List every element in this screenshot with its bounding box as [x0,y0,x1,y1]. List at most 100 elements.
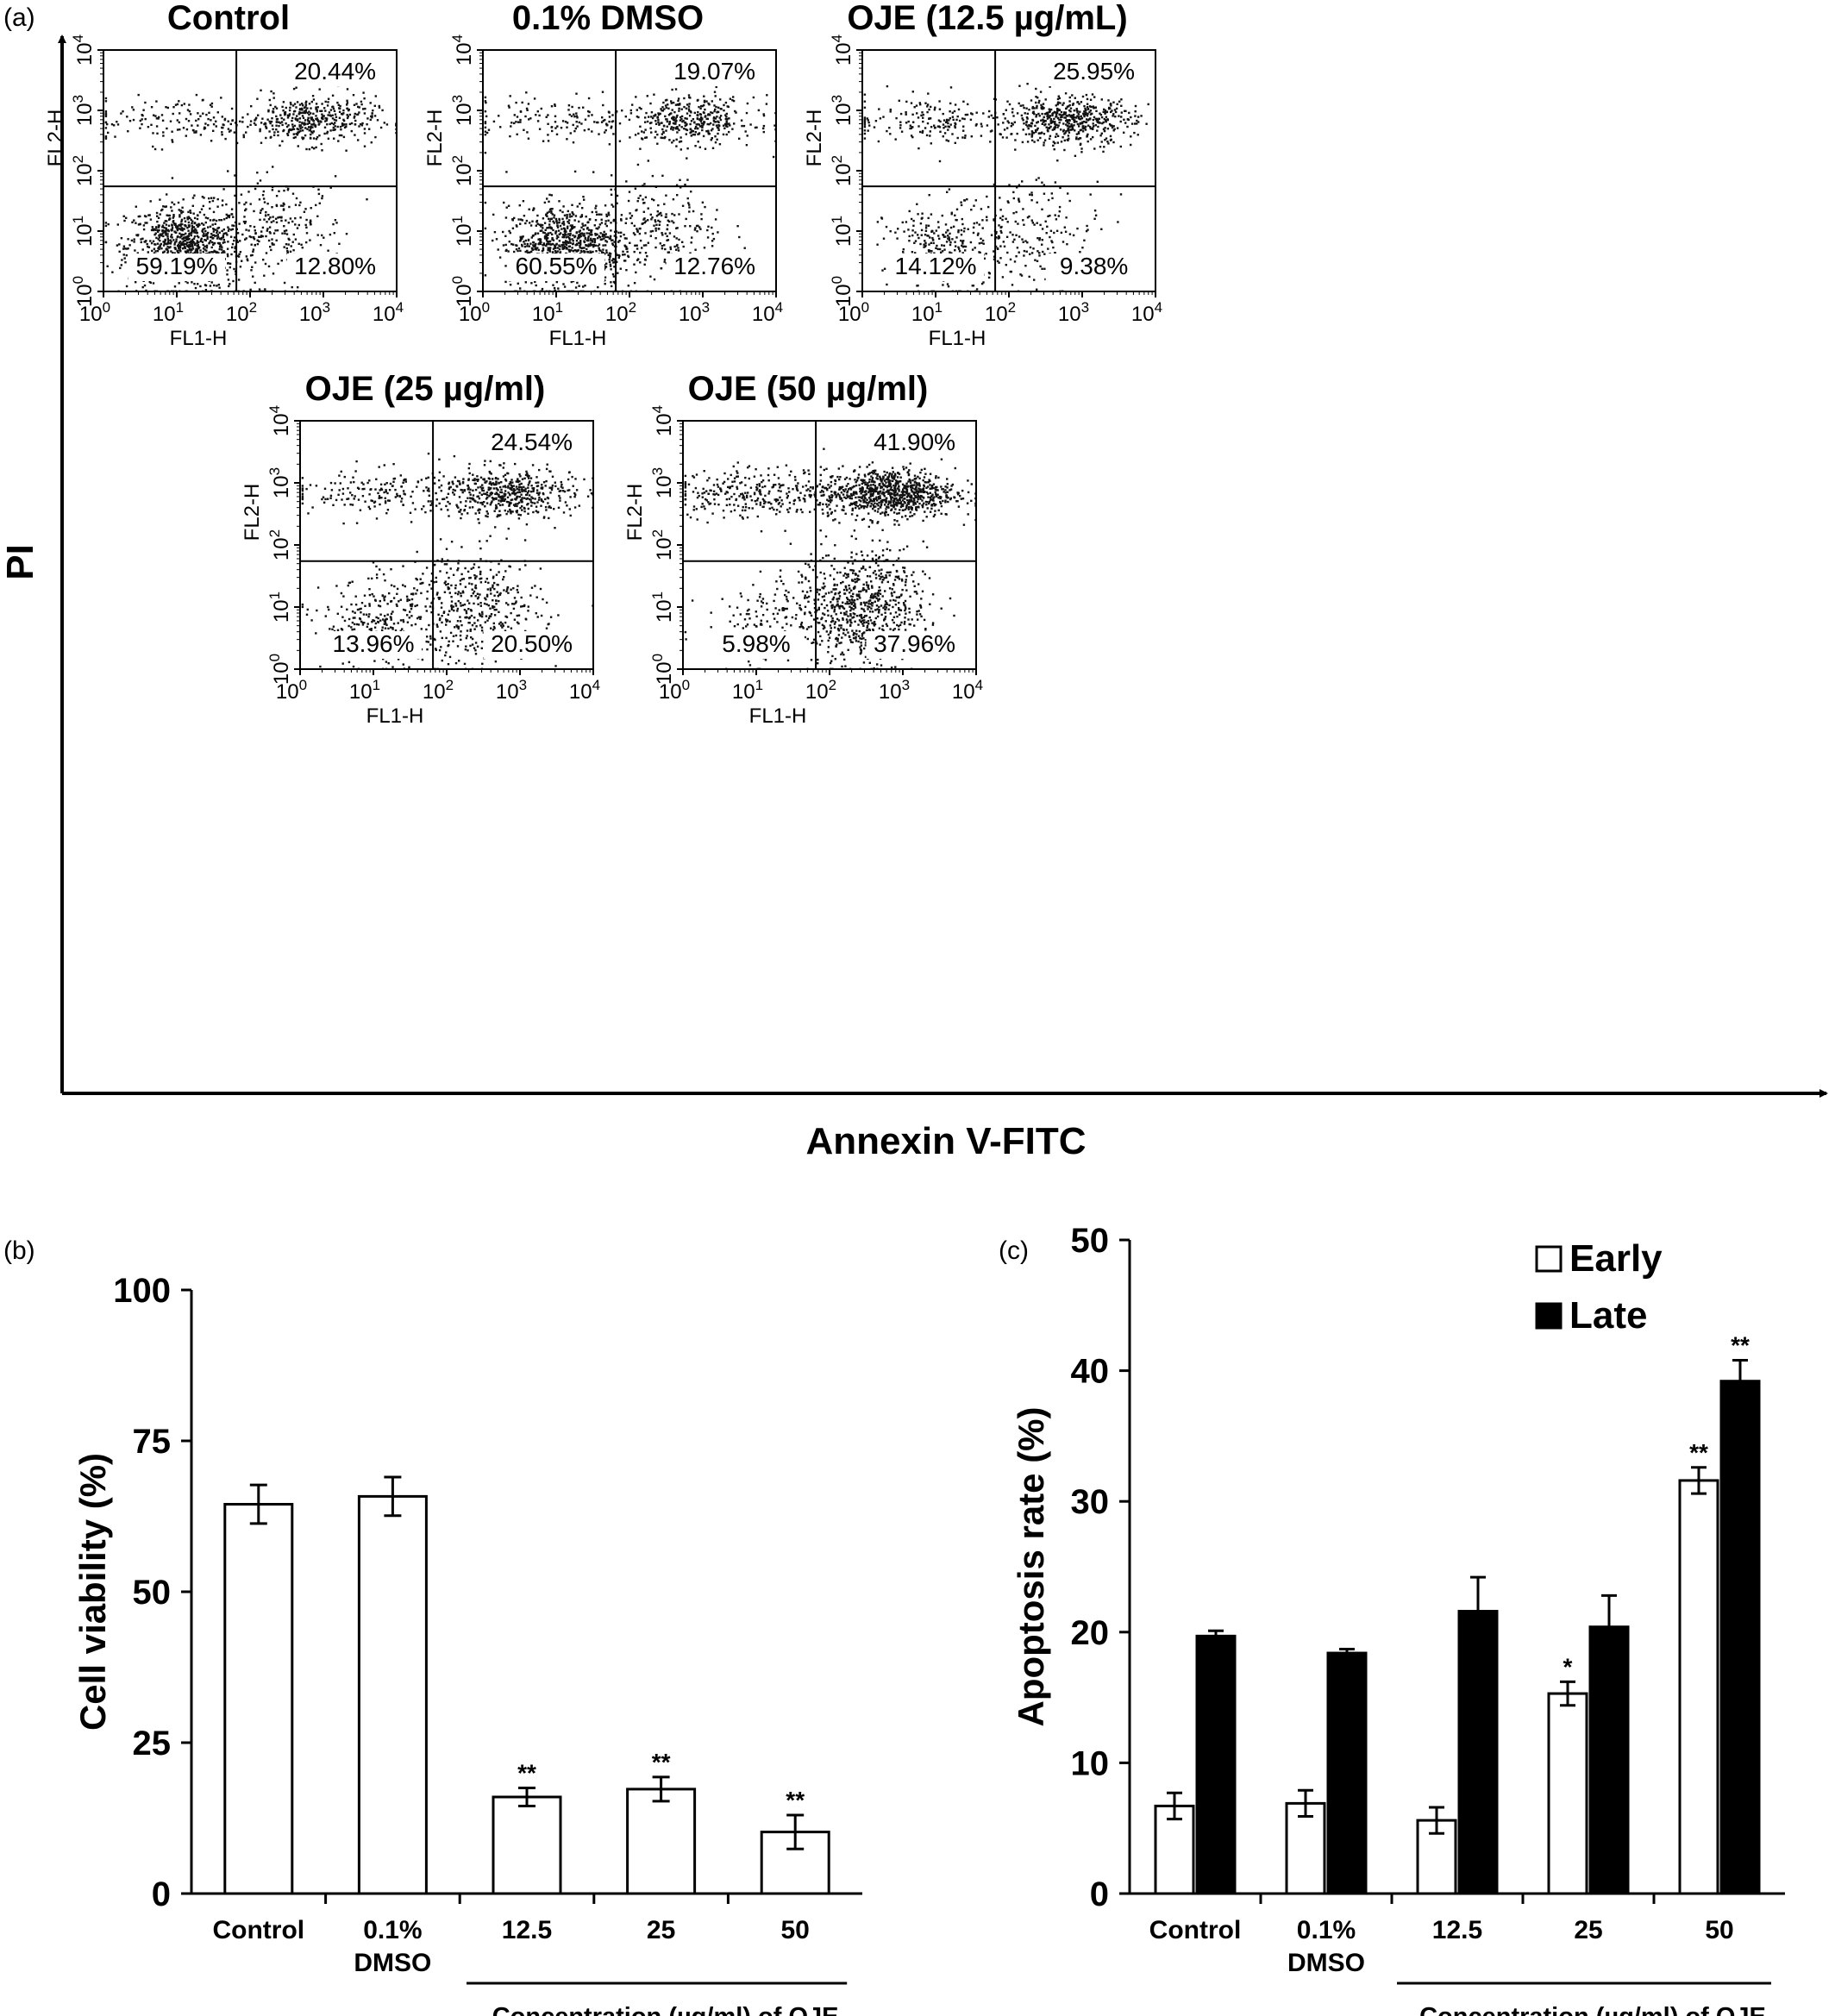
scatter-dot [696,230,698,233]
scatter-dot [583,240,586,242]
scatter-dot [258,240,260,243]
scatter-dot [281,123,284,127]
scatter-dot [1061,116,1063,118]
scatter-dot [634,134,637,136]
scatter-dot [913,106,916,109]
quadrant-lower-right: 12.76% [673,253,755,279]
scatter-dot [171,201,173,203]
scatter-dot [1030,122,1033,124]
scatter-dot [223,117,227,121]
scatter-dot [863,129,867,132]
scatter-dot [924,240,926,242]
scatter-dot [1062,241,1065,243]
scatter-dot [374,622,378,625]
panel-a-label: (a) [3,3,35,32]
scatter-dot [980,125,983,128]
scatter-dot [186,227,189,229]
scatter-dot [1049,126,1051,129]
scatter-dot [685,128,687,131]
scatter-dot [345,233,348,235]
scatter-dot [632,232,636,235]
scatter-dot [539,229,542,232]
scatter-dot [281,232,284,235]
scatter-dot [270,120,273,123]
scatter-dot [938,160,942,163]
scatter-dot [1042,250,1044,254]
scatter-dot [1001,136,1005,139]
scatter-dot [216,234,219,236]
scatter-dot [279,122,282,124]
scatter-dot [204,216,208,219]
scatter-dot [197,247,200,249]
scatter-dot [925,134,929,137]
scatter-dot [931,239,935,241]
scatter-dot [556,250,559,253]
scatter-dot [196,217,199,221]
scatter-dot [1105,110,1109,113]
scatter-dot [145,240,147,242]
scatter-dot [600,213,603,216]
scatter-dot [308,110,310,113]
scatter-dot [515,224,518,227]
scatter-dot [942,135,944,138]
scatter-dot [1120,116,1123,118]
scatter-dot [726,118,729,121]
scatter-dot [678,110,680,112]
scatter-dot [926,110,929,114]
scatter-dot [889,133,892,135]
scatter-dot [207,123,210,127]
scatter-dot [1060,141,1063,143]
scatter-dot [297,286,299,289]
scatter-dot [897,228,899,230]
scatter-dot [912,219,915,222]
scatter-dot [378,106,381,109]
scatter-dot [738,137,741,140]
scatter-dot [204,221,207,224]
scatter-dot [654,136,656,139]
scatter-dot [189,210,191,212]
scatter-dot [678,213,680,216]
scatter-dot [147,246,151,248]
scatter-dot [883,267,886,270]
scatter-dot [180,218,184,222]
scatter-dot [229,235,233,238]
scatter-dot [1096,119,1099,122]
scatter-dot [280,121,284,123]
scatter-dot [196,244,198,247]
scatter-dot [573,235,576,239]
scatter-dot [944,235,947,238]
scatter-dot [654,130,657,133]
scatter-dot [1130,135,1132,138]
scatter-dot [1104,109,1107,112]
scatter-dot [717,132,719,135]
scatter-dot [583,232,586,235]
scatter-dot [1051,121,1054,124]
scatter-dot [951,116,955,118]
scatter-dot [701,104,704,108]
scatter-dot [231,242,235,246]
scatter-dot [1096,129,1099,132]
scatter-dot [104,135,108,138]
scatter-dot [222,241,224,244]
scatter-dot [674,122,677,125]
scatter-dot [306,128,309,130]
scatter-dot [267,110,270,113]
scatter-dot [691,129,693,132]
scatter-dot [140,241,142,244]
scatter-dot [309,239,311,241]
scatter-dot [265,252,268,254]
scatter-dot [529,222,531,224]
scatter-dot [184,240,186,242]
scatter-dot [1075,108,1078,110]
scatter-dot [1040,103,1043,107]
scatter-dot [675,119,678,122]
scatter-dot [104,241,108,244]
scatter-dot [930,213,933,216]
scatter-dot [715,105,717,109]
scatter-dot [711,128,714,130]
scatter-dot [368,604,371,607]
scatter-dot [366,117,369,120]
scatter-dot [330,122,333,125]
scatter-dot [949,226,953,229]
scatter-dot [141,122,143,126]
